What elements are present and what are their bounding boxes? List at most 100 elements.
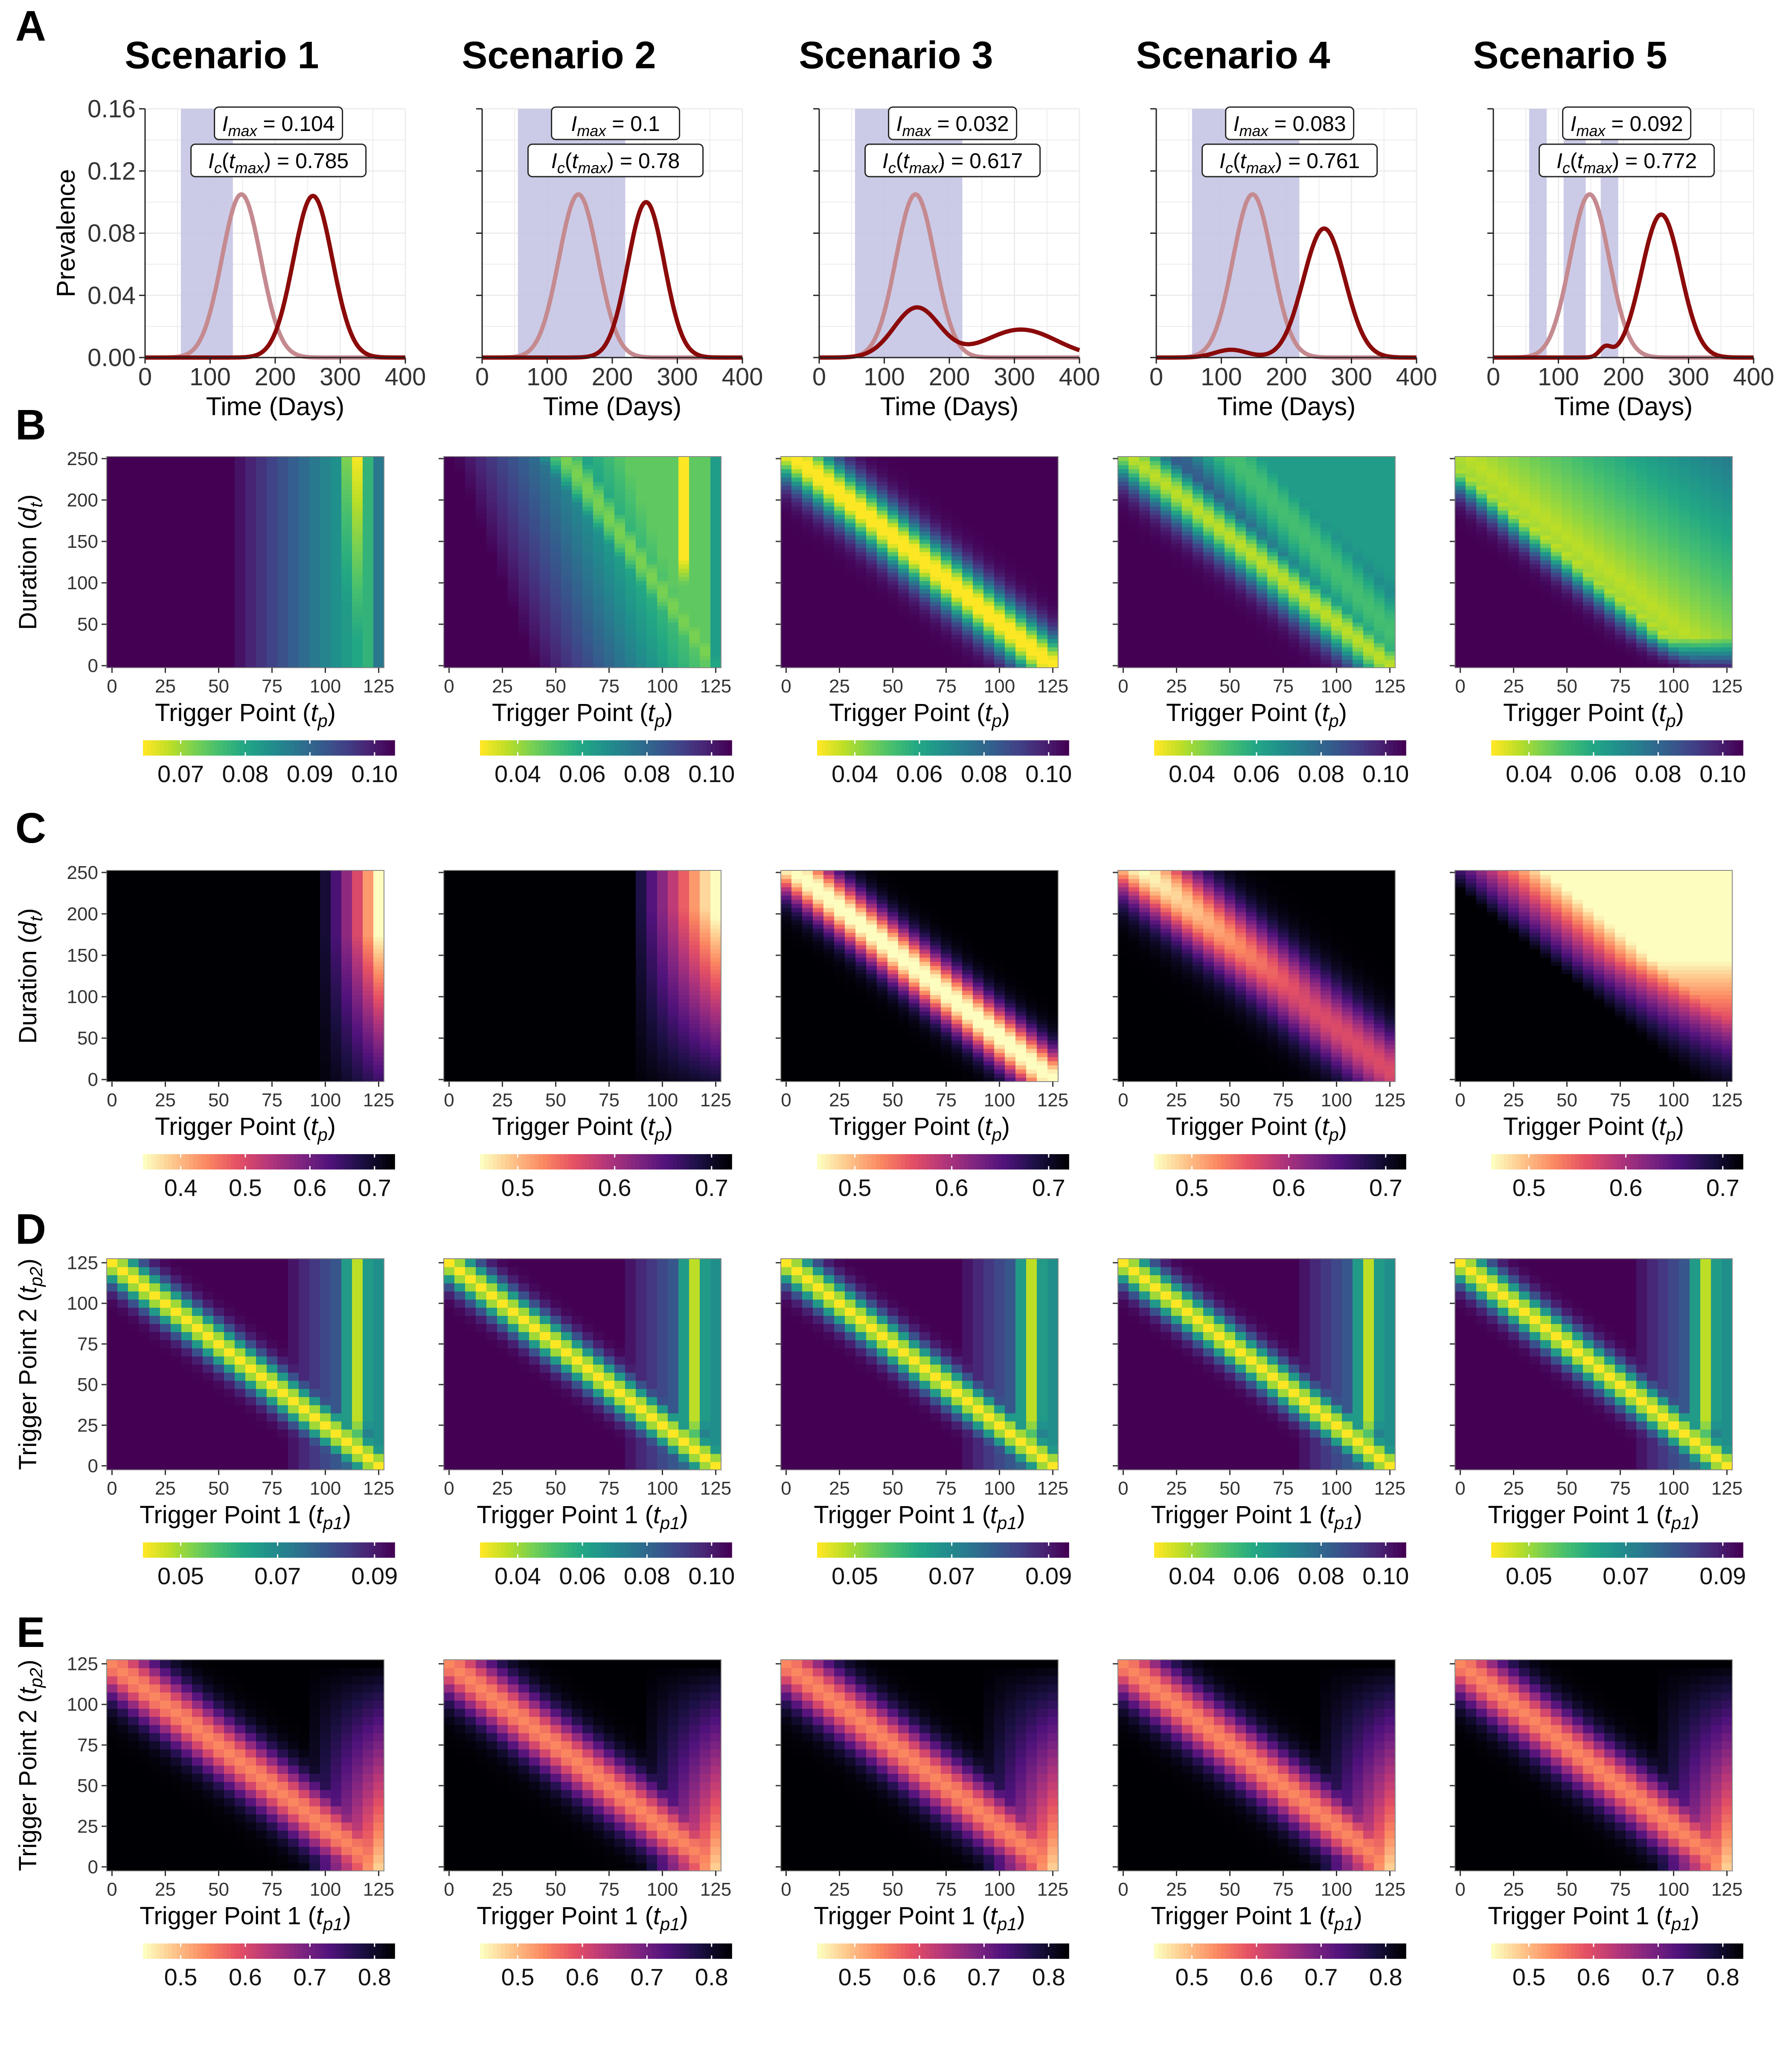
heatmap-cell xyxy=(203,465,214,469)
heatmap-cell xyxy=(486,605,497,610)
heatmap-cell xyxy=(117,490,128,495)
heatmap-cell xyxy=(1037,618,1048,623)
heatmap-cell xyxy=(646,597,657,602)
heatmap-cell xyxy=(540,585,551,590)
heatmap-cell xyxy=(1118,457,1129,461)
heatmap-cell xyxy=(299,510,310,515)
heatmap-cell xyxy=(288,473,299,478)
heatmap-cell xyxy=(1037,560,1048,565)
heatmap-cell xyxy=(320,560,331,565)
heatmap-cell xyxy=(689,531,700,536)
heatmap-cell xyxy=(614,473,625,478)
heatmap-cell xyxy=(823,477,835,482)
heatmap-cell xyxy=(700,639,711,643)
heatmap-cell xyxy=(791,498,803,503)
heatmap-cell xyxy=(668,634,679,639)
heatmap-cell xyxy=(877,506,888,511)
heatmap-cell xyxy=(909,581,920,585)
heatmap-cell xyxy=(331,494,342,498)
heatmap-cell xyxy=(678,535,689,540)
heatmap-cell xyxy=(813,490,824,495)
heatmap-cell xyxy=(877,515,888,519)
heatmap-cell xyxy=(518,515,529,519)
heatmap-cell xyxy=(444,510,455,515)
heatmap-cell xyxy=(657,626,668,631)
heatmap-cell xyxy=(486,494,497,498)
heatmap-cell xyxy=(245,465,256,469)
heatmap-cell xyxy=(299,585,310,590)
heatmap-cell xyxy=(454,593,465,598)
heatmap-cell xyxy=(866,535,877,540)
heatmap-cell xyxy=(1171,477,1182,482)
heatmap-cell xyxy=(802,465,813,469)
heatmap-cell xyxy=(877,597,888,602)
heatmap-cell xyxy=(139,597,150,602)
heatmap-cell xyxy=(454,631,465,635)
heatmap-cell xyxy=(529,626,540,631)
colorbar-segment xyxy=(830,740,835,756)
heatmap-cell xyxy=(1129,498,1140,503)
heatmap-cell xyxy=(235,585,246,590)
heatmap-cell xyxy=(235,486,246,490)
heatmap-cell xyxy=(309,523,320,527)
heatmap-cell xyxy=(540,639,551,643)
heatmap-cell xyxy=(1026,519,1037,524)
heatmap-cell xyxy=(668,651,679,656)
heatmap-cell xyxy=(919,552,931,556)
heatmap-cell xyxy=(476,589,487,594)
heatmap-cell xyxy=(160,614,171,619)
heatmap-cell xyxy=(203,655,214,660)
heatmap-cell xyxy=(203,498,214,503)
heatmap-cell xyxy=(518,605,529,610)
heatmap-cell xyxy=(181,626,192,631)
colorbar-segment xyxy=(273,740,278,756)
y-tick-label: 0 xyxy=(88,655,98,676)
heatmap-cell xyxy=(1150,610,1161,614)
heatmap-cell xyxy=(593,539,604,544)
heatmap-cell xyxy=(887,639,899,643)
heatmap-cell xyxy=(320,605,331,610)
heatmap-cell xyxy=(802,626,813,631)
heatmap-cell xyxy=(1015,618,1027,623)
heatmap-cell xyxy=(983,539,995,544)
heatmap-cell xyxy=(1203,660,1214,664)
heatmap-cell xyxy=(802,643,813,648)
heatmap-cell xyxy=(802,577,813,582)
heatmap-cell xyxy=(128,527,139,532)
heatmap-cell xyxy=(181,519,192,524)
heatmap-cell xyxy=(1161,510,1172,515)
heatmap-cell xyxy=(604,544,615,548)
y-tick-label: 100 xyxy=(67,573,98,593)
heatmap-cell xyxy=(710,618,721,623)
heatmap-cell xyxy=(636,626,647,631)
heatmap-cell xyxy=(791,643,803,648)
heatmap-cell xyxy=(497,490,508,495)
heatmap-cell xyxy=(1139,490,1150,495)
colorbar-segment xyxy=(185,740,189,756)
heatmap-cell xyxy=(256,589,267,594)
heatmap-cell xyxy=(1161,605,1172,610)
heatmap-cell xyxy=(320,602,331,606)
heatmap-cell xyxy=(128,602,139,606)
heatmap-cell xyxy=(518,597,529,602)
heatmap-cell xyxy=(331,639,342,643)
heatmap-cell xyxy=(235,490,246,495)
heatmap-cell xyxy=(1037,647,1048,652)
heatmap-cell xyxy=(834,589,845,594)
heatmap-cell xyxy=(320,494,331,498)
heatmap-cell xyxy=(593,556,604,561)
heatmap-cell xyxy=(710,539,721,544)
heatmap-cell xyxy=(518,639,529,643)
heatmap-cell xyxy=(866,573,877,577)
heatmap-cell xyxy=(973,568,984,573)
heatmap-cell xyxy=(497,510,508,515)
heatmap-cell xyxy=(909,593,920,598)
heatmap-cell xyxy=(678,647,689,652)
heatmap-cell xyxy=(823,568,835,573)
heatmap-cell xyxy=(614,535,625,540)
heatmap-cell xyxy=(689,560,700,565)
heatmap-cell xyxy=(352,564,363,569)
heatmap-cell xyxy=(845,597,856,602)
heatmap-cell xyxy=(1118,568,1129,573)
heatmap-cell xyxy=(561,515,572,519)
